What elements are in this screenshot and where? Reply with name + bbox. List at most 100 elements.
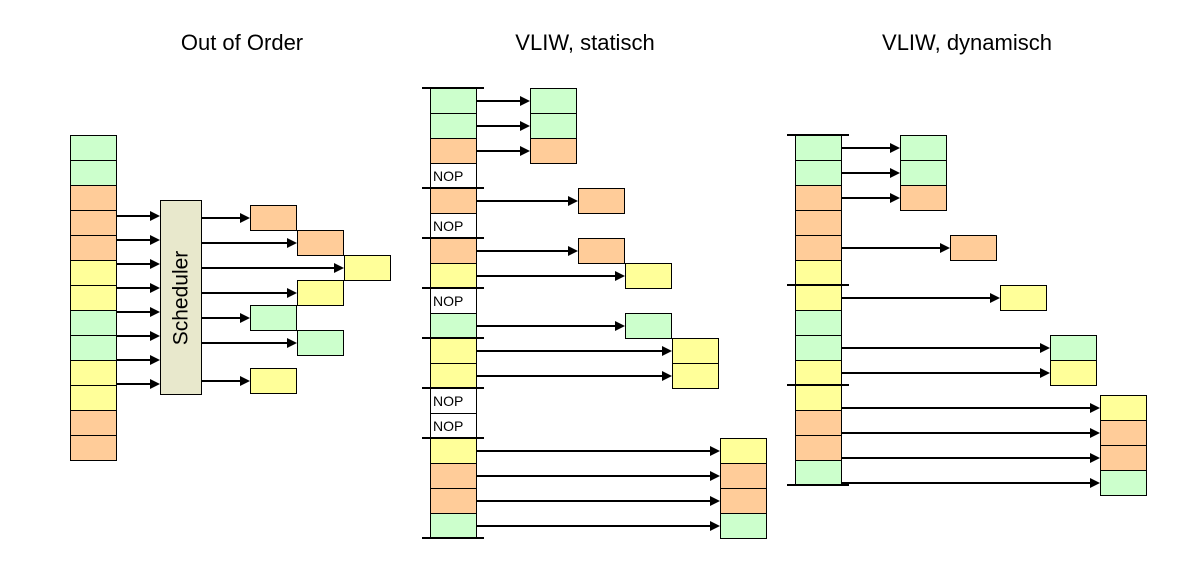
instruction-cell: [430, 188, 477, 214]
arrow-line: [476, 149, 521, 152]
arrow-line: [841, 431, 1091, 434]
instruction-cell: [795, 460, 842, 486]
output-cell: [250, 305, 297, 331]
instruction-cell: [70, 235, 117, 261]
arrow-line: [841, 246, 941, 249]
instruction-cell: [795, 235, 842, 261]
arrow-line: [476, 499, 711, 502]
output-cell: [530, 138, 577, 164]
panel-title-out-of-order: Out of Order: [180, 30, 304, 55]
output-cell: [578, 188, 625, 214]
arrow-head-icon: [150, 235, 160, 245]
arrow-line: [841, 371, 1041, 374]
nop-cell: NOP: [430, 288, 477, 314]
arrow-head-icon: [287, 237, 297, 248]
instruction-cell: [430, 138, 477, 164]
instruction-cell: [795, 435, 842, 461]
output-cell: [900, 160, 947, 186]
output-cell: [530, 88, 577, 114]
separator-line: [787, 484, 849, 486]
output-cell: [1100, 470, 1147, 496]
arrow-head-icon: [240, 375, 250, 386]
arrow-line: [841, 196, 891, 199]
instruction-cell: [430, 488, 477, 514]
instruction-cell: [430, 313, 477, 339]
instruction-cell: [430, 338, 477, 364]
arrow-head-icon: [240, 212, 250, 223]
separator-line: [787, 284, 849, 286]
output-cell: [720, 513, 767, 539]
arrow-head-icon: [520, 120, 530, 131]
arrow-head-icon: [1090, 477, 1100, 488]
separator-line: [422, 237, 484, 239]
separator-line: [422, 387, 484, 389]
instruction-cell: [795, 385, 842, 411]
arrow-line: [476, 199, 569, 202]
output-cell: [672, 338, 719, 364]
instruction-cell: [795, 410, 842, 436]
separator-line: [422, 187, 484, 189]
instruction-cell: [70, 260, 117, 286]
separator-line: [422, 437, 484, 439]
separator-line: [422, 537, 484, 539]
arrow-head-icon: [568, 245, 578, 256]
instruction-cell: [430, 263, 477, 289]
arrow-head-icon: [615, 270, 625, 281]
output-cell: [297, 230, 344, 256]
instruction-cell: [70, 335, 117, 361]
arrow-head-icon: [1040, 342, 1050, 353]
output-cell: [625, 263, 672, 289]
arrow-line: [116, 335, 151, 337]
arrow-head-icon: [334, 262, 344, 273]
arrow-line: [476, 524, 711, 527]
arrow-line: [476, 349, 663, 352]
arrow-line: [202, 291, 288, 294]
separator-line: [422, 337, 484, 339]
arrow-head-icon: [990, 292, 1000, 303]
arrow-line: [476, 124, 521, 127]
instruction-cell: [430, 113, 477, 139]
arrow-line: [841, 481, 1091, 484]
separator-line: [422, 287, 484, 289]
arrow-line: [476, 374, 663, 377]
scheduler-label: Scheduler: [169, 250, 192, 345]
arrow-line: [841, 171, 891, 174]
arrow-line: [202, 266, 335, 269]
arrow-line: [476, 449, 711, 452]
arrow-head-icon: [662, 345, 672, 356]
instruction-cell: [70, 360, 117, 386]
instruction-cell: [430, 463, 477, 489]
arrow-head-icon: [890, 142, 900, 153]
instruction-cell: [795, 260, 842, 286]
instruction-cell: [430, 363, 477, 389]
arrow-head-icon: [150, 355, 160, 365]
instruction-cell: [70, 285, 117, 311]
output-cell: [672, 363, 719, 389]
arrow-line: [202, 316, 241, 319]
arrow-line: [116, 287, 151, 289]
arrow-line: [841, 346, 1041, 349]
arrow-head-icon: [710, 520, 720, 531]
arrow-head-icon: [615, 320, 625, 331]
instruction-cell: [430, 88, 477, 114]
output-cell: [720, 463, 767, 489]
arrow-head-icon: [287, 337, 297, 348]
arrow-line: [116, 215, 151, 217]
panel-title-vliw-dynamic: VLIW, dynamisch: [882, 30, 1052, 55]
arrow-line: [841, 146, 891, 149]
separator-line: [787, 134, 849, 136]
instruction-cell: [795, 360, 842, 386]
scheduler-box: Scheduler: [160, 200, 202, 395]
arrow-line: [202, 379, 241, 382]
instruction-cell: [795, 210, 842, 236]
instruction-cell: [430, 513, 477, 539]
nop-cell: NOP: [430, 388, 477, 414]
output-cell: [344, 255, 391, 281]
arrow-head-icon: [520, 145, 530, 156]
arrow-head-icon: [150, 259, 160, 269]
arrow-line: [476, 274, 616, 277]
arrow-line: [476, 324, 616, 327]
instruction-cell: [70, 185, 117, 211]
instruction-cell: [70, 410, 117, 436]
